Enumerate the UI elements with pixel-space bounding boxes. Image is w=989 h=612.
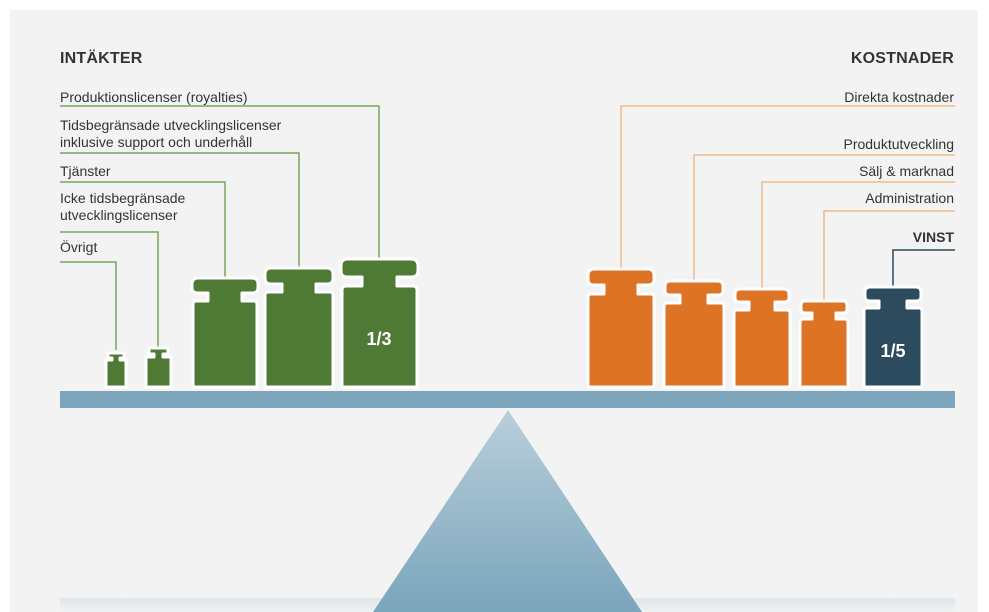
weight-administration [798,299,850,389]
weight-other [104,351,128,389]
leader-line-services [60,181,226,277]
weight-timebound-licenses [263,266,335,389]
label-direct-costs: Direkta kostnader [844,89,954,105]
weight-sales-marketing [732,287,792,389]
label-production-licenses: Produktionslicenser (royalties) [60,89,248,105]
label-profit: VINST [912,229,954,245]
leader-line-product-development [693,154,955,280]
weight-production-licenses [339,257,420,389]
leader-line-administration [823,210,955,300]
leader-line-profit [892,249,955,286]
scale-pivot [373,410,642,612]
label-timebound-licenses-line2: inklusive support och underhåll [60,134,253,150]
weight-services [190,276,260,389]
label-administration: Administration [865,190,954,206]
leader-line-perpetual-licenses [60,231,159,347]
weight-direct-costs [586,267,656,389]
weight-product-development [662,279,726,389]
leader-line-timebound-licenses [60,152,300,268]
profit-share-label: 1/5 [880,341,905,361]
label-services: Tjänster [60,163,111,179]
label-timebound-licenses-line1: Tidsbegränsade utvecklingslicenser [60,117,282,133]
leader-line-other [60,261,117,350]
label-perpetual-licenses-line1: Icke tidsbegränsade [60,190,186,206]
label-product-development: Produktutveckling [843,136,954,152]
scale-beam [60,391,955,408]
costs-heading: KOSTNADER [850,50,954,67]
label-sales-marketing: Sälj & marknad [859,163,954,179]
leader-line-direct-costs [620,105,955,268]
leader-line-sales-marketing [761,181,955,288]
weight-perpetual-licenses [144,346,173,389]
weight-profit [862,285,924,389]
leader-line-production-licenses [60,105,380,258]
label-perpetual-licenses-line2: utvecklingslicenser [60,207,178,223]
revenue-heading: INTÄKTER [60,50,143,67]
revenue-share-label: 1/3 [366,329,391,349]
label-other: Övrigt [60,239,98,255]
